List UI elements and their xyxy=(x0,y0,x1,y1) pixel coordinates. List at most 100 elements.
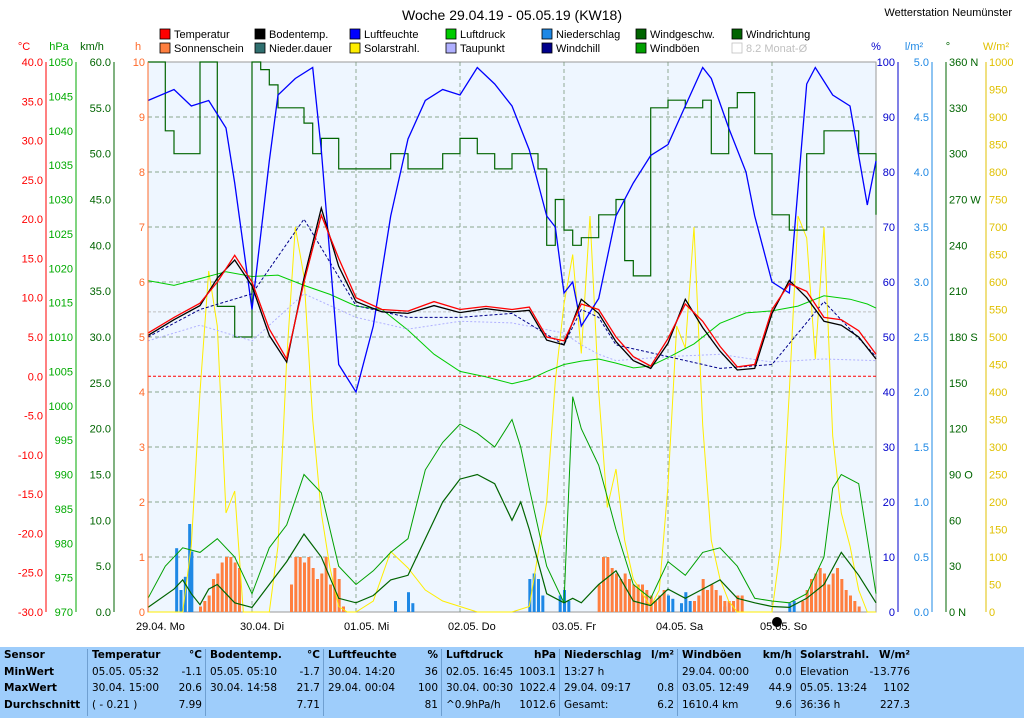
tick-label-temperature: 20.0 xyxy=(22,214,43,226)
stats-cell-value: 7.71 xyxy=(296,698,320,711)
tick-label-humidity: 20 xyxy=(883,497,895,509)
bar-niederschlag xyxy=(175,548,179,612)
legend-label: Windrichtung xyxy=(746,29,810,41)
bar-sonnenschein xyxy=(238,568,241,612)
stats-cell-label: 30.04. 14:20 xyxy=(328,665,395,678)
tick-label-hours: 7 xyxy=(139,222,145,234)
bar-sonnenschein xyxy=(606,557,610,612)
axis-title-temperature: °C xyxy=(18,41,30,53)
bar-niederschlag xyxy=(684,592,688,612)
bar-sonnenschein xyxy=(316,579,319,612)
tick-label-solar: 750 xyxy=(989,195,1007,207)
stats-cell-label: Gesamt: xyxy=(564,698,609,711)
stats-column: Luftdruck hPa 02.05. 16:45 1003.1 30.04. 00:… xyxy=(442,647,560,718)
bar-niederschlag xyxy=(407,592,410,612)
bar-sonnenschein xyxy=(329,584,332,612)
bar-niederschlag xyxy=(541,595,545,612)
tick-label-wind_dir: 210 xyxy=(949,286,967,298)
tick-label-solar: 50 xyxy=(989,580,1001,592)
bar-sonnenschein xyxy=(810,579,813,612)
tick-label-rain: 4.0 xyxy=(914,167,929,179)
stats-row: 30.04. 14:58 21.7 xyxy=(206,680,324,697)
tick-label-hours: 5 xyxy=(139,332,145,344)
tick-label-wind_speed: 30.0 xyxy=(90,332,111,344)
legend-swatch xyxy=(541,28,553,40)
stats-header-unit: km/h xyxy=(762,649,792,661)
stats-header-unit: % xyxy=(427,649,438,661)
bar-niederschlag xyxy=(537,579,540,612)
stats-cell-label: ( - 0.21 ) xyxy=(92,698,138,711)
tick-label-solar: 800 xyxy=(989,167,1007,179)
stats-row: MaxWert xyxy=(0,680,88,697)
tick-label-wind_dir: 270 W xyxy=(949,195,981,207)
stats-column: Niederschlag l/m² 13:27 h 29.04. 09:17 0.8 Ge… xyxy=(560,647,678,718)
weather-chart: 40.035.030.025.020.015.010.05.00.0-5.0-1… xyxy=(17,7,1014,633)
stats-row: 30.04. 14:20 36 xyxy=(324,664,442,681)
stats-cell-value: 1102 xyxy=(883,682,910,694)
bar-sonnenschein xyxy=(736,595,740,612)
stats-cell-value: 20.6 xyxy=(178,682,202,694)
stats-cell-label: 05.05. 05:10 xyxy=(210,665,277,678)
tick-label-hours: 10 xyxy=(133,57,145,69)
stats-cell-label: 30.04. 14:58 xyxy=(210,682,277,694)
tick-label-humidity: 100 xyxy=(877,57,895,69)
stats-cell-label: 29.04. 00:04 xyxy=(328,682,395,694)
now-marker xyxy=(772,617,782,627)
stats-row: 1610.4 km 9.6 xyxy=(678,697,796,714)
stats-cell-label: 29.04. 00:00 xyxy=(682,665,749,678)
stats-separator xyxy=(323,649,324,716)
tick-label-temperature: 5.0 xyxy=(28,332,43,344)
bar-niederschlag xyxy=(688,601,692,612)
stats-cell-value: 0.8 xyxy=(657,682,674,694)
stats-header-unit: W/m² xyxy=(879,649,910,661)
tick-label-wind_speed: 0.0 xyxy=(96,607,111,619)
tick-label-pressure: 1005 xyxy=(49,366,73,378)
bar-niederschlag xyxy=(567,601,571,612)
tick-label-pressure: 1025 xyxy=(49,229,73,241)
tick-label-temperature: 35.0 xyxy=(22,96,43,108)
stats-cell-label: 02.05. 16:45 xyxy=(446,665,513,678)
stats-header-title: Bodentemp. xyxy=(210,649,282,661)
bar-sonnenschein xyxy=(311,568,315,612)
legend-label: Windböen xyxy=(650,43,700,55)
stats-separator xyxy=(205,649,206,716)
stats-cell-value: 21.7 xyxy=(296,682,320,694)
stats-cell-value: -1.7 xyxy=(299,665,321,678)
bar-sonnenschein xyxy=(233,562,237,612)
legend-swatch xyxy=(541,42,553,54)
stats-header-title: Sensor xyxy=(4,649,45,661)
bar-sonnenschein xyxy=(220,562,224,612)
tick-label-solar: 150 xyxy=(989,525,1007,537)
tick-label-pressure: 1020 xyxy=(49,263,73,275)
bar-sonnenschein xyxy=(307,557,311,612)
tick-label-solar: 1000 xyxy=(989,57,1013,69)
stats-header: Niederschlag l/m² xyxy=(560,647,678,664)
stats-cell-label: 29.04. 09:17 xyxy=(564,682,631,694)
bar-sonnenschein xyxy=(337,579,341,612)
bar-sonnenschein xyxy=(641,584,644,612)
stats-header-unit: °C xyxy=(307,649,320,661)
stats-cell-label: Durchschnitt xyxy=(4,698,81,711)
bar-sonnenschein xyxy=(857,606,861,612)
stats-header-title: Luftdruck xyxy=(446,649,504,661)
tick-label-temperature: -25.0 xyxy=(18,568,43,580)
bar-sonnenschein xyxy=(701,579,705,612)
tick-label-rain: 4.5 xyxy=(914,112,929,124)
bar-sonnenschein xyxy=(216,573,220,612)
tick-label-rain: 0.0 xyxy=(914,607,929,619)
axis-title-hours: h xyxy=(135,41,141,53)
tick-label-wind_speed: 40.0 xyxy=(90,240,111,252)
tick-label-temperature: 15.0 xyxy=(22,253,43,265)
bar-niederschlag xyxy=(528,579,532,612)
tick-label-wind_speed: 50.0 xyxy=(90,149,111,161)
bar-sonnenschein xyxy=(840,579,844,612)
bar-sonnenschein xyxy=(303,562,306,612)
bar-sonnenschein xyxy=(723,601,727,612)
stats-row: 03.05. 12:49 44.9 xyxy=(678,680,796,697)
legend-label: Sonnenschein xyxy=(174,43,244,55)
tick-label-temperature: 25.0 xyxy=(22,175,43,187)
stats-cell-label: ^0.9hPa/h xyxy=(446,698,501,711)
bar-sonnenschein xyxy=(602,557,605,612)
bar-sonnenschein xyxy=(225,557,228,612)
stats-column: Bodentemp. °C 05.05. 05:10 -1.7 30.04. 14:58… xyxy=(206,647,324,718)
